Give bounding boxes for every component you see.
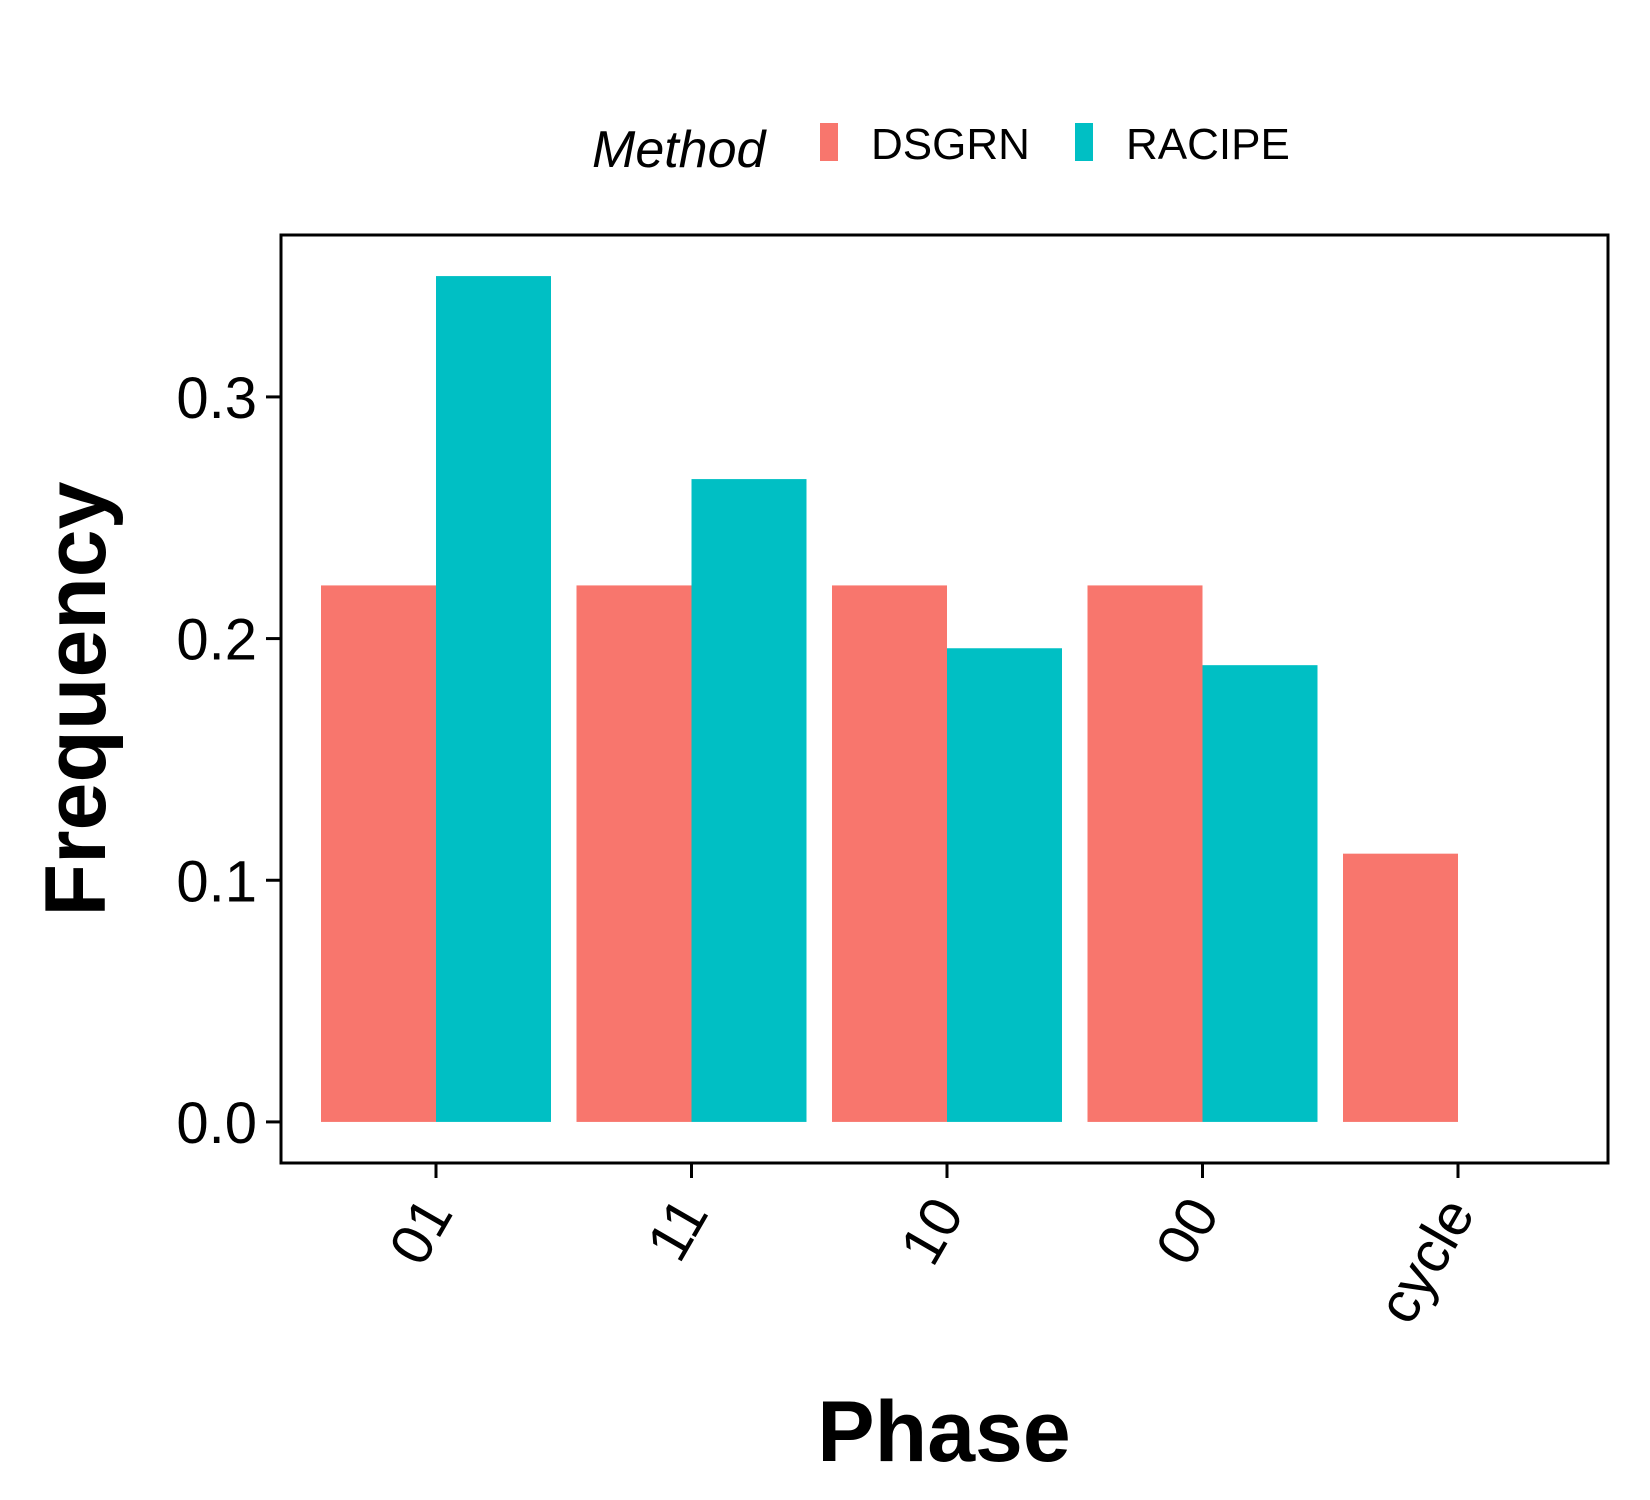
legend-title: Method [592, 121, 768, 179]
x-tick-label-00: 00 [1143, 1187, 1232, 1275]
y-axis: 0.0 0.1 0.2 0.3 [176, 366, 281, 1156]
bar-racipe-00 [1202, 665, 1318, 1122]
legend-key-racipe [1075, 123, 1093, 161]
legend-key-dsgrn [820, 123, 838, 161]
bar-dsgrn-00 [1087, 585, 1203, 1122]
bar-dsgrn-cycle [1343, 853, 1458, 1122]
bar-racipe-11 [691, 479, 807, 1122]
y-tick-label: 0.3 [176, 366, 257, 431]
y-tick-label: 0.0 [176, 1091, 257, 1156]
bars [321, 276, 1458, 1122]
bar-racipe-01 [436, 276, 551, 1122]
bar-dsgrn-01 [321, 585, 436, 1122]
y-axis-title: Frequency [28, 481, 124, 916]
x-tick-label-cycle: cycle [1365, 1187, 1487, 1334]
legend-label-dsgrn: DSGRN [871, 120, 1030, 169]
x-tick-label-11: 11 [634, 1187, 720, 1272]
bar-dsgrn-10 [832, 585, 947, 1122]
y-tick-label: 0.2 [176, 608, 257, 673]
bar-dsgrn-11 [576, 585, 692, 1122]
legend: Method DSGRN RACIPE [592, 120, 1290, 179]
bar-racipe-10 [947, 648, 1062, 1122]
y-tick-label: 0.1 [176, 849, 257, 914]
x-axis-title: Phase [817, 1384, 1070, 1480]
x-tick-label-10: 10 [888, 1187, 977, 1275]
x-tick-label-01: 01 [377, 1187, 466, 1275]
x-axis: 01 11 10 00 cycle [377, 1163, 1487, 1334]
legend-label-racipe: RACIPE [1126, 120, 1290, 169]
